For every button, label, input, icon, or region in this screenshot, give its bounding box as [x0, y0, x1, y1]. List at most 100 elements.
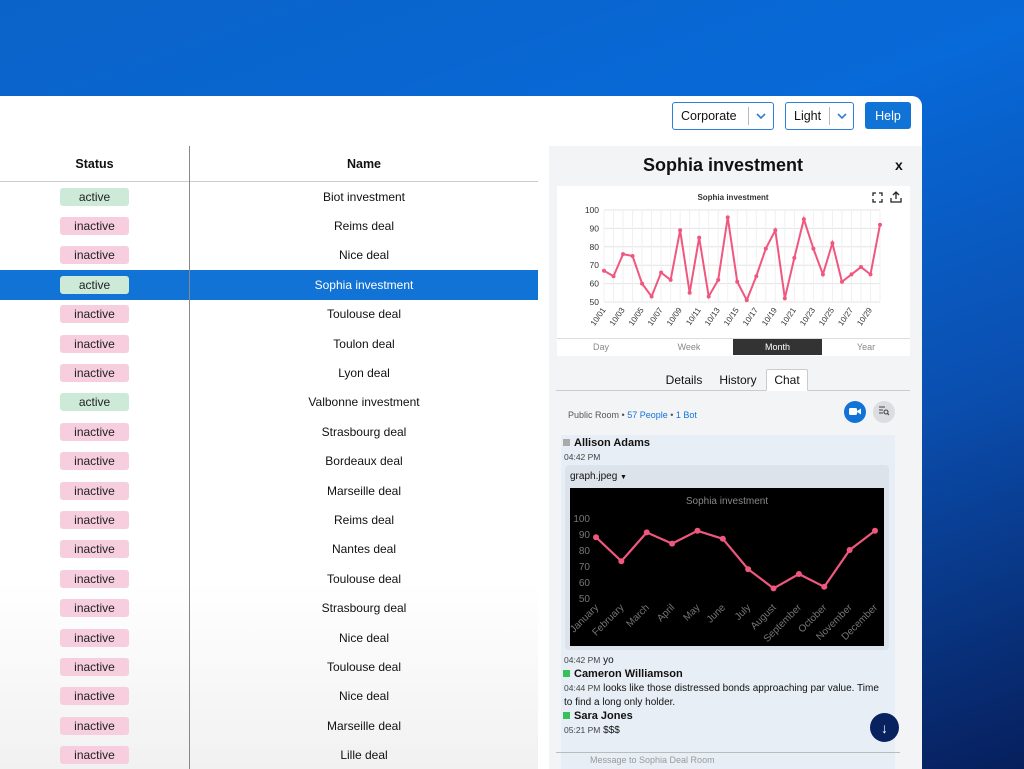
message-line: 04:42 PM yo — [564, 654, 614, 667]
table-row[interactable]: inactive Toulouse deal — [0, 564, 538, 593]
x-tick-label: 10/29 — [855, 306, 874, 328]
author-sara[interactable]: Sara Jones — [574, 710, 633, 722]
y-tick-label: 70 — [590, 260, 600, 270]
status-badge: inactive — [60, 658, 129, 677]
data-point — [754, 274, 759, 279]
mode-select[interactable]: Light — [785, 102, 854, 130]
table-row[interactable]: inactive Reims deal — [0, 211, 538, 240]
y-tick-label: 80 — [590, 242, 600, 252]
table-row[interactable]: inactive Lyon deal — [0, 358, 538, 387]
message-time: 04:42 PM — [564, 655, 601, 665]
column-header-name[interactable]: Name — [346, 157, 382, 171]
message-author: Allison Adams — [563, 437, 650, 449]
table-row[interactable]: inactive Marseille deal — [0, 476, 538, 505]
author-cameron[interactable]: Cameron Williamson — [574, 668, 683, 680]
name-cell: Toulon deal — [333, 336, 395, 351]
table-row[interactable]: inactive Reims deal — [0, 505, 538, 534]
column-header-status[interactable]: Status — [75, 157, 114, 171]
status-cell: inactive — [0, 711, 189, 740]
y-tick-label: 90 — [579, 530, 591, 541]
data-point — [630, 254, 635, 258]
tab-history[interactable]: History — [719, 373, 757, 387]
column-divider[interactable] — [189, 146, 190, 769]
data-point — [868, 272, 873, 277]
data-point — [602, 268, 606, 273]
fullscreen-icon[interactable] — [872, 192, 883, 203]
message-time: 05:21 PM — [564, 725, 601, 735]
status-badge: active — [60, 393, 129, 412]
table-row[interactable]: inactive Strasbourg deal — [0, 417, 538, 446]
table-row[interactable]: inactive Toulon deal — [0, 329, 538, 358]
range-day[interactable]: Day — [592, 342, 609, 352]
status-cell: inactive — [0, 358, 189, 387]
data-point — [669, 540, 676, 547]
table-row[interactable]: inactive Nice deal — [0, 682, 538, 711]
range-selector: Day Week Month Year — [557, 338, 910, 355]
status-badge: inactive — [60, 687, 129, 706]
chevron-down-icon — [830, 113, 853, 119]
y-tick-label: 100 — [573, 514, 590, 525]
name-cell: Nice deal — [338, 248, 390, 263]
table-row[interactable]: inactive Nice deal — [0, 623, 538, 652]
message-time: 04:42 PM — [564, 452, 601, 462]
status-cell: inactive — [0, 623, 189, 652]
x-tick-label: 10/09 — [665, 306, 684, 328]
status-cell: inactive — [0, 594, 189, 623]
range-year[interactable]: Year — [856, 342, 876, 352]
author-allison[interactable]: Allison Adams — [574, 437, 650, 449]
table-row[interactable]: inactive Toulouse deal — [0, 300, 538, 329]
table-row[interactable]: inactive Nice deal — [0, 241, 538, 270]
data-point — [773, 228, 778, 233]
table-row[interactable]: inactive Marseille deal — [0, 711, 538, 740]
share-icon[interactable] — [890, 191, 902, 203]
table-row[interactable]: active Biot investment — [0, 182, 538, 211]
attachment-image[interactable]: Sophia investment 50 60 70 80 90 100 January Feb… — [568, 488, 884, 646]
search-messages-button[interactable] — [873, 401, 895, 423]
message-time: 04:44 PM — [564, 683, 601, 693]
table-row[interactable]: active Valbonne investment — [0, 388, 538, 417]
presence-icon — [563, 670, 570, 677]
x-tick-label: 10/25 — [817, 306, 836, 328]
status-cell: inactive — [0, 535, 189, 564]
message-line: 05:21 PM $$$ — [564, 724, 620, 737]
table-row[interactable]: inactive Toulouse deal — [0, 652, 538, 681]
message-composer[interactable]: Message to Sophia Deal Room — [556, 752, 900, 769]
status-badge: inactive — [60, 716, 129, 735]
top-toolbar: Corporate Light Help — [0, 96, 922, 146]
scroll-to-bottom-button[interactable]: ↓ — [870, 713, 899, 742]
status-badge: inactive — [60, 217, 129, 236]
room-bots[interactable]: 1 Bot — [675, 410, 697, 420]
chart2-svg: Sophia investment5060708090100JanuaryFeb… — [568, 496, 880, 645]
y-tick-label: 70 — [579, 562, 591, 573]
table-row[interactable]: inactive Nantes deal — [0, 535, 538, 564]
y-tick-label: 90 — [590, 223, 600, 233]
video-call-button[interactable] — [844, 401, 866, 423]
tab-details[interactable]: Details — [665, 373, 703, 387]
table-row[interactable]: active Sophia investment — [0, 270, 538, 300]
name-cell: Marseille deal — [326, 483, 402, 498]
x-tick-label: April — [655, 602, 677, 624]
data-point — [735, 279, 740, 284]
x-tick-label: 10/03 — [608, 306, 627, 328]
close-button[interactable]: x — [895, 157, 903, 173]
range-month[interactable]: Month — [733, 339, 822, 355]
attachment-header[interactable]: graph.jpeg ▼ — [570, 471, 627, 482]
help-button[interactable]: Help — [865, 102, 911, 129]
tab-chat[interactable]: Chat — [766, 369, 808, 391]
video-camera-icon — [849, 403, 861, 421]
range-week[interactable]: Week — [677, 342, 701, 352]
room-people[interactable]: 57 People — [627, 410, 668, 420]
panel-title: Sophia investment — [642, 155, 804, 175]
data-point — [643, 529, 650, 536]
table-row[interactable]: inactive Bordeaux deal — [0, 447, 538, 476]
table-row[interactable]: inactive Strasbourg deal — [0, 594, 538, 623]
name-cell: Lyon deal — [338, 366, 390, 381]
status-cell: inactive — [0, 211, 189, 240]
status-cell: inactive — [0, 417, 189, 446]
status-badge: inactive — [60, 334, 129, 353]
theme-select[interactable]: Corporate — [672, 102, 774, 130]
chat-messages: Allison Adams 04:42 PM graph.jpeg ▼ Soph… — [561, 435, 895, 769]
status-cell: inactive — [0, 682, 189, 711]
table-row[interactable]: inactive Lille deal — [0, 741, 538, 769]
x-tick-label: 10/11 — [684, 306, 703, 328]
